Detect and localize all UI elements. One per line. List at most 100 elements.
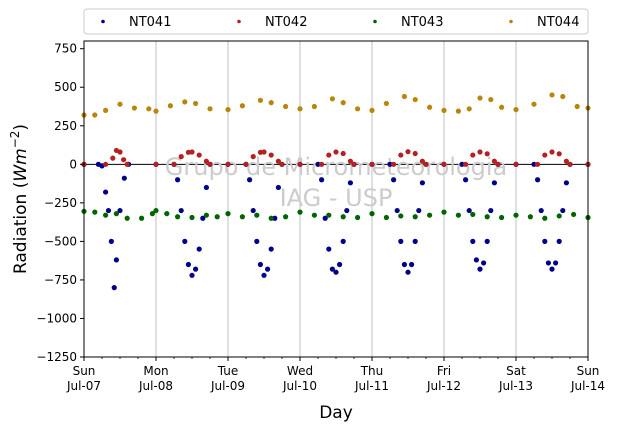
point-NT041-52: [401, 261, 407, 268]
series-NT044: [81, 92, 591, 118]
point-NT043-7: [153, 207, 159, 214]
point-NT041-68: [488, 207, 494, 214]
point-NT041-61: [463, 177, 469, 183]
y-tick-label-7: −1000: [36, 311, 77, 325]
legend-marker-NT042: [237, 19, 241, 24]
point-NT042-11: [189, 149, 195, 155]
point-NT044-16: [297, 106, 303, 112]
point-NT042-13: [203, 158, 209, 164]
point-NT042-38: [463, 161, 469, 167]
x-tick-date-0: Jul-07: [66, 379, 101, 393]
x-tick-day-7: Sun: [577, 364, 600, 378]
point-NT041-5: [108, 238, 114, 244]
point-NT042-36: [423, 161, 429, 167]
point-NT041-7: [113, 257, 119, 263]
point-NT042-16: [243, 161, 249, 167]
point-NT044-19: [340, 100, 346, 106]
point-NT043-8: [164, 211, 170, 217]
point-NT042-26: [333, 149, 339, 155]
point-NT042-1: [103, 161, 109, 167]
point-NT041-78: [553, 260, 559, 266]
point-NT044-29: [477, 95, 483, 101]
y-tick-label-8: −1250: [36, 350, 77, 364]
x-tick-day-0: Sun: [73, 364, 96, 378]
point-NT043-9: [175, 214, 181, 220]
series-layer: [81, 92, 591, 291]
x-tick-day-2: Tue: [217, 364, 239, 378]
point-NT043-14: [239, 214, 245, 220]
point-NT041-80: [560, 207, 566, 214]
point-NT044-17: [311, 103, 317, 110]
point-NT041-75: [542, 238, 548, 244]
point-NT043-17: [283, 214, 289, 220]
point-NT044-32: [513, 106, 519, 113]
point-NT042-29: [351, 161, 357, 167]
series-NT042: [81, 147, 591, 167]
legend: NT041 NT042 NT043 NT044: [83, 8, 589, 35]
watermark-line-1: Grupo de Micrometeorologia: [165, 153, 507, 181]
point-NT044-21: [369, 107, 375, 113]
x-tick-day-6: Sat: [506, 364, 526, 378]
point-NT044-27: [455, 108, 461, 114]
point-NT041-17: [189, 272, 195, 278]
point-NT042-44: [513, 161, 519, 167]
point-NT041-33: [275, 184, 281, 191]
x-tick-day-1: Mon: [143, 364, 168, 378]
point-NT042-15: [225, 161, 231, 167]
point-NT044-28: [466, 106, 472, 112]
point-NT041-6: [111, 285, 117, 291]
series-NT043: [81, 207, 591, 221]
point-NT041-30: [265, 266, 271, 272]
point-NT042-8: [171, 161, 177, 167]
y-axis-label-prefix: Radiation (: [11, 182, 31, 274]
point-NT041-38: [322, 215, 328, 221]
y-tick-label-5: −500: [44, 234, 77, 248]
y-tick-label-6: −750: [44, 273, 77, 287]
point-NT044-11: [225, 106, 231, 113]
x-tick-date-1: Jul-08: [138, 379, 173, 393]
point-NT041-37: [319, 177, 325, 183]
point-NT043-27: [427, 212, 433, 218]
point-NT042-23: [297, 161, 303, 167]
point-NT043-28: [441, 209, 447, 215]
point-NT044-12: [239, 103, 245, 109]
y-tick-label-0: 750: [54, 42, 77, 56]
point-NT043-22: [355, 214, 361, 221]
point-NT041-41: [333, 269, 339, 275]
point-NT042-24: [319, 161, 325, 167]
point-NT041-20: [200, 215, 206, 221]
point-NT043-20: [326, 212, 332, 218]
x-tick-date-2: Jul-09: [210, 379, 245, 393]
point-NT041-8: [117, 207, 123, 214]
legend-box: [83, 8, 589, 35]
point-NT041-64: [473, 257, 479, 263]
point-NT041-50: [394, 207, 400, 214]
point-NT043-13: [225, 211, 231, 217]
point-NT041-67: [484, 238, 490, 244]
point-NT041-79: [556, 238, 562, 244]
series-NT041: [81, 161, 591, 291]
point-NT044-7: [167, 103, 173, 109]
point-NT043-16: [268, 215, 274, 221]
point-NT044-31: [499, 104, 505, 110]
legend-marker-NT043: [373, 19, 377, 24]
x-tick-day-5: Fri: [437, 364, 451, 378]
point-NT041-29: [261, 272, 267, 278]
y-axis-label-unit: Wm: [11, 148, 31, 181]
point-NT043-5: [139, 215, 145, 221]
legend-label-NT043: NT043: [401, 15, 443, 30]
point-NT041-55: [412, 238, 418, 244]
y-axis-ticks: 750 500 250 0 −250 −500 −750 −1000 −1250: [36, 42, 84, 364]
legend-label-NT041: NT041: [129, 15, 171, 30]
point-NT042-17: [250, 154, 256, 160]
x-tick-date-4: Jul-11: [354, 379, 389, 393]
y-tick-label-2: 250: [54, 119, 77, 133]
point-NT042-50: [567, 161, 573, 167]
point-NT041-54: [409, 261, 415, 268]
point-NT042-22: [279, 161, 285, 167]
point-NT042-33: [405, 149, 411, 155]
point-NT041-74: [538, 207, 544, 214]
point-NT043-31: [484, 214, 490, 220]
point-NT043-24: [383, 214, 389, 221]
